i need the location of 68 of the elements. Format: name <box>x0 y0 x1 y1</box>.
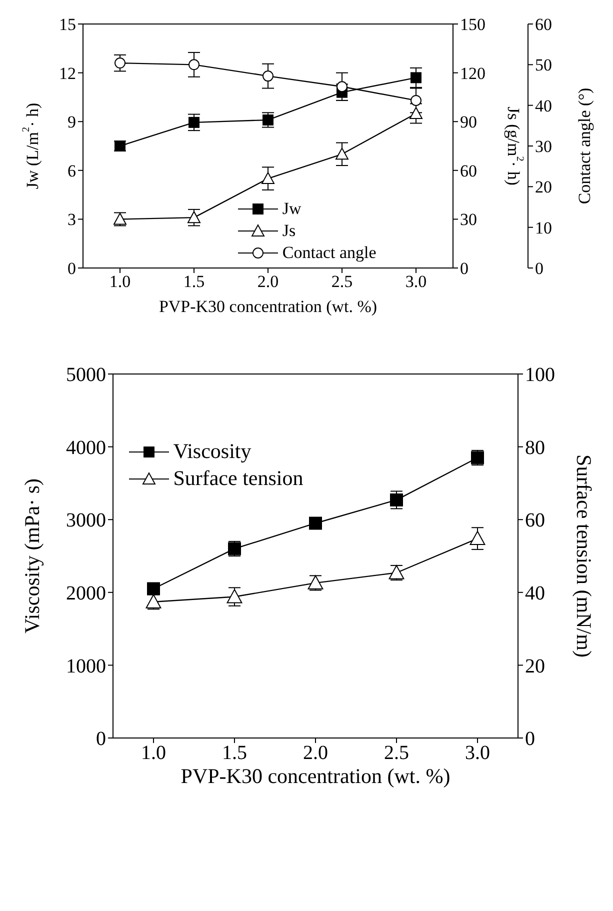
point <box>410 94 422 106</box>
x-axis-title: PVP-K30 concentration (wt. %) <box>158 296 378 316</box>
point <box>262 70 274 82</box>
y3-tick-label: 10 <box>535 218 552 238</box>
y3-tick-label: 20 <box>535 178 552 197</box>
y-tick-label: 5000 <box>66 364 106 386</box>
legend-label: Js <box>282 221 296 242</box>
x-tick-label: 1.5 <box>183 272 205 292</box>
legend-label: Jw <box>282 199 302 220</box>
x-tick-label: 2.0 <box>303 742 328 764</box>
y3-tick-label: 0 <box>535 259 544 278</box>
legend-label: Surface tension <box>173 466 304 492</box>
point <box>470 530 486 546</box>
x-tick-label: 2.0 <box>257 272 279 292</box>
x-tick-label: 3.0 <box>405 272 427 292</box>
point <box>410 72 422 84</box>
y-tick-label: 12 <box>59 64 76 83</box>
legend-label: Viscosity <box>173 439 252 464</box>
y-tick-label: 2000 <box>66 582 106 604</box>
y2-tick-label: 150 <box>460 15 486 34</box>
x-axis-title: PVP-K30 concentration (wt. %) <box>180 764 450 788</box>
y-tick-label: 0 <box>68 259 76 278</box>
y2-axis-title: Surface tension (mN/m) <box>572 454 596 658</box>
point <box>114 58 126 69</box>
point <box>188 59 200 70</box>
y3-axis-title: Contact angle (°) <box>574 88 594 204</box>
y2-tick-label: 90 <box>460 112 477 132</box>
x-tick-label: 1.0 <box>141 742 166 764</box>
y-axis-title: Viscosity (mPa· s) <box>20 478 44 634</box>
x-tick-label: 2.5 <box>331 272 353 292</box>
y2-tick-label: 60 <box>525 510 545 532</box>
point <box>188 211 200 224</box>
y3-tick-label: 30 <box>535 137 552 156</box>
point <box>390 493 403 506</box>
y2-tick-label: 30 <box>460 210 477 230</box>
point <box>262 114 274 126</box>
legend-label: Contact angle <box>282 243 376 264</box>
y3-tick-label: 60 <box>535 15 552 34</box>
y-tick-label: 3 <box>68 210 76 230</box>
y3-tick-label: 50 <box>535 56 552 75</box>
y-tick-label: 3000 <box>66 510 106 532</box>
y-tick-label: 0 <box>96 728 106 750</box>
point <box>114 140 126 152</box>
point <box>262 172 274 184</box>
point <box>309 516 322 530</box>
x-tick-label: 3.0 <box>465 742 490 764</box>
y2-tick-label: 60 <box>460 161 477 180</box>
point <box>336 81 348 92</box>
x-tick-label: 2.5 <box>384 742 409 764</box>
y2-tick-label: 100 <box>525 364 555 386</box>
y2-tick-label: 120 <box>460 64 486 83</box>
x-tick-label: 1.5 <box>222 742 247 764</box>
y-tick-label: 1000 <box>66 655 106 678</box>
y-tick-label: 4000 <box>66 436 106 459</box>
point <box>226 589 242 604</box>
y2-tick-label: 0 <box>460 259 468 278</box>
y2-tick-label: 80 <box>525 436 545 459</box>
y-tick-label: 9 <box>68 112 76 132</box>
y-tick-label: 15 <box>59 15 76 34</box>
point <box>410 106 422 119</box>
point <box>336 148 348 160</box>
y2-tick-label: 40 <box>525 582 545 604</box>
x-tick-label: 1.0 <box>109 272 131 292</box>
y2-tick-label: 20 <box>525 655 545 678</box>
point <box>188 116 200 128</box>
y-tick-label: 6 <box>68 161 76 180</box>
y3-tick-label: 40 <box>535 96 552 116</box>
y2-tick-label: 0 <box>525 728 535 750</box>
